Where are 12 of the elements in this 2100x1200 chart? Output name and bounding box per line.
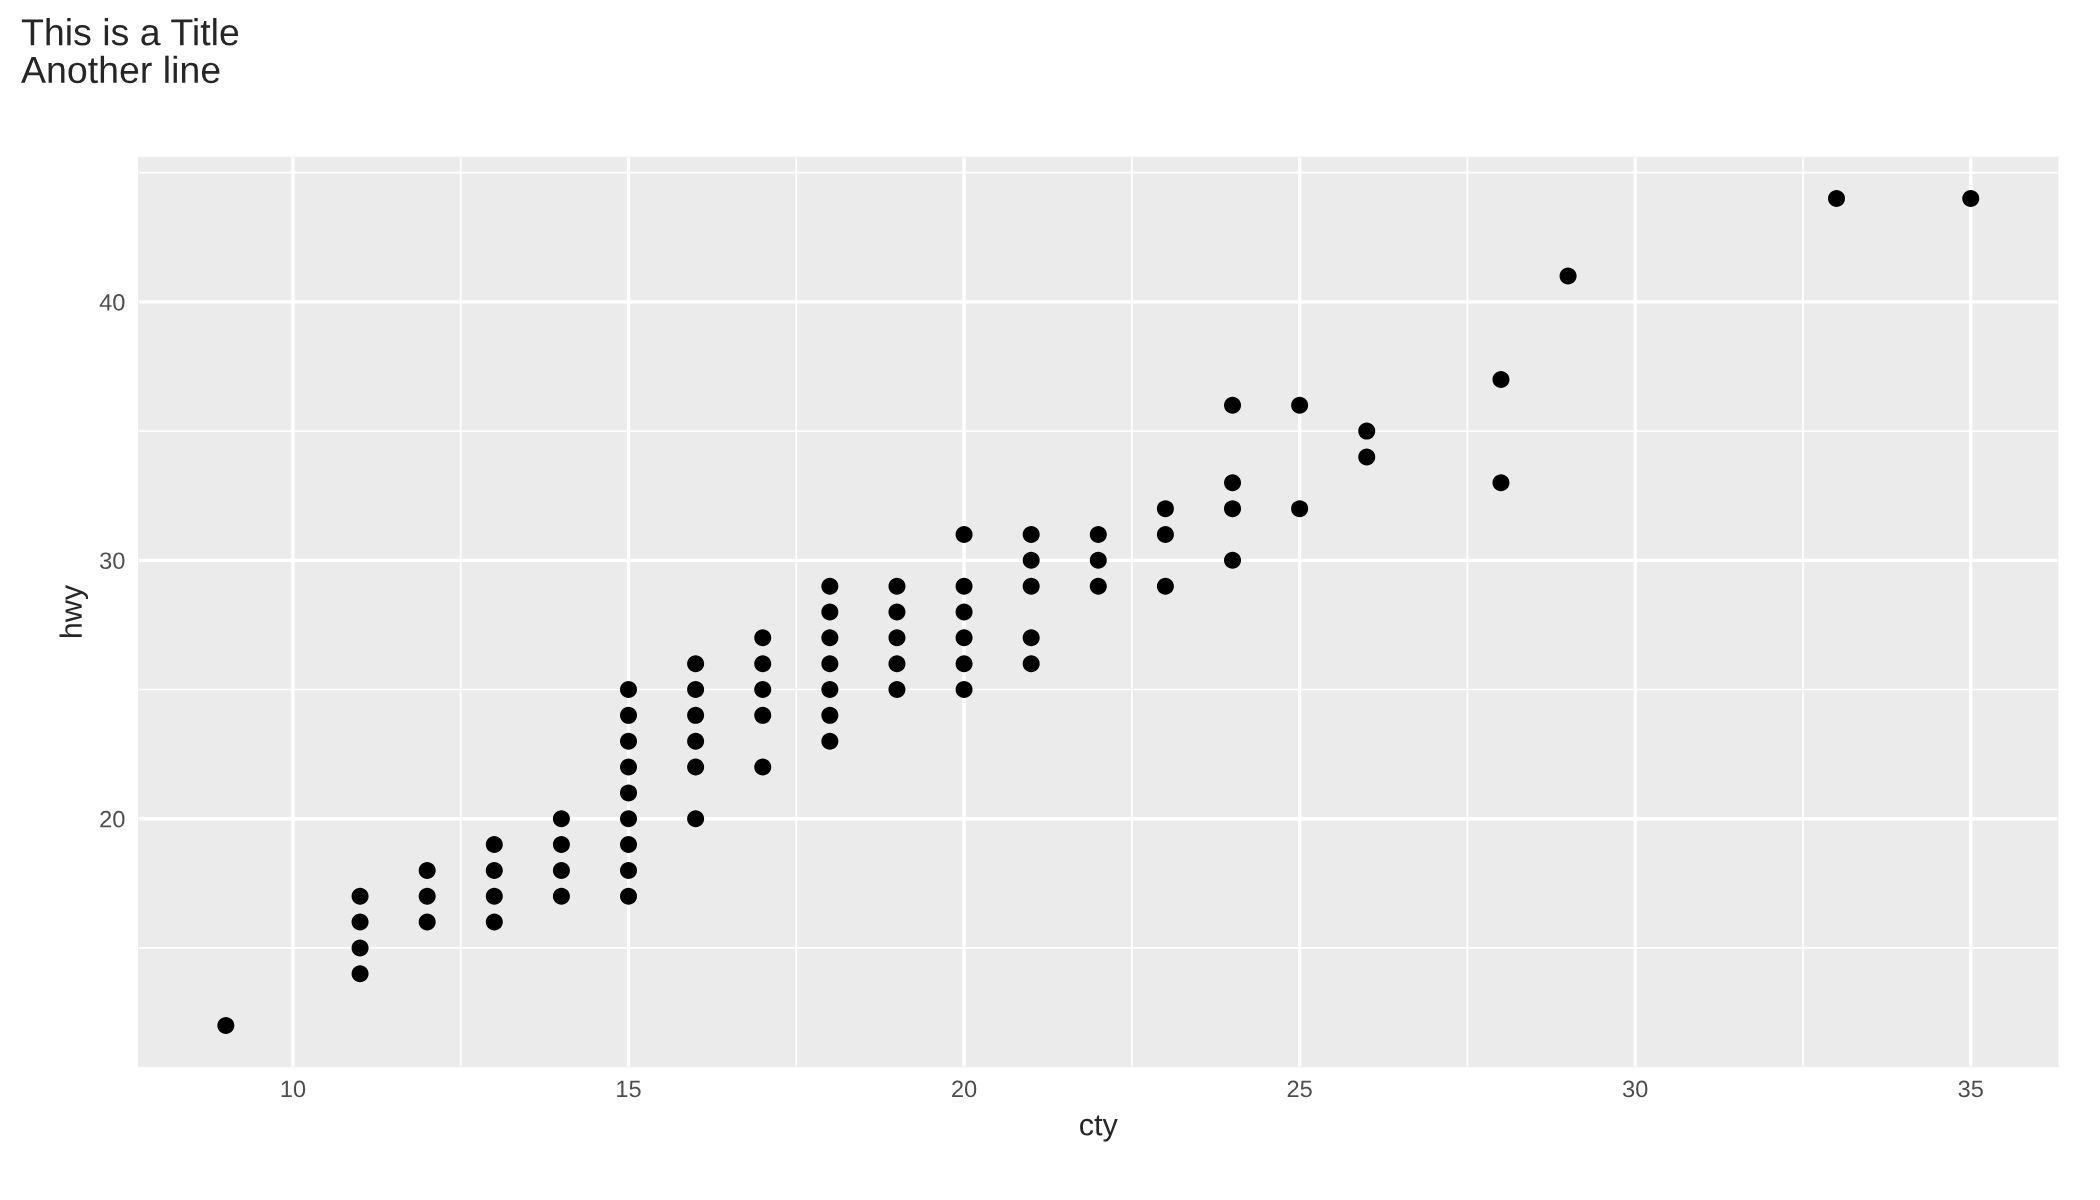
chart-title: This is a Title Another line — [21, 18, 239, 84]
y-tick-label: 20 — [100, 810, 125, 828]
y-tick-label: 40 — [99, 293, 125, 311]
y-axis-title: hwy — [59, 584, 89, 638]
x-tick-label: 15 — [617, 1080, 641, 1098]
y-tick-label: 30 — [100, 552, 125, 570]
x-axis-title: cty — [1080, 1115, 1118, 1142]
x-tick-label: 30 — [1622, 1080, 1648, 1098]
x-tick-label: 35 — [1958, 1080, 1983, 1098]
x-tick-label: 20 — [952, 1080, 977, 1098]
x-tick-label: 10 — [281, 1080, 306, 1098]
x-tick-label: 25 — [1287, 1080, 1312, 1098]
